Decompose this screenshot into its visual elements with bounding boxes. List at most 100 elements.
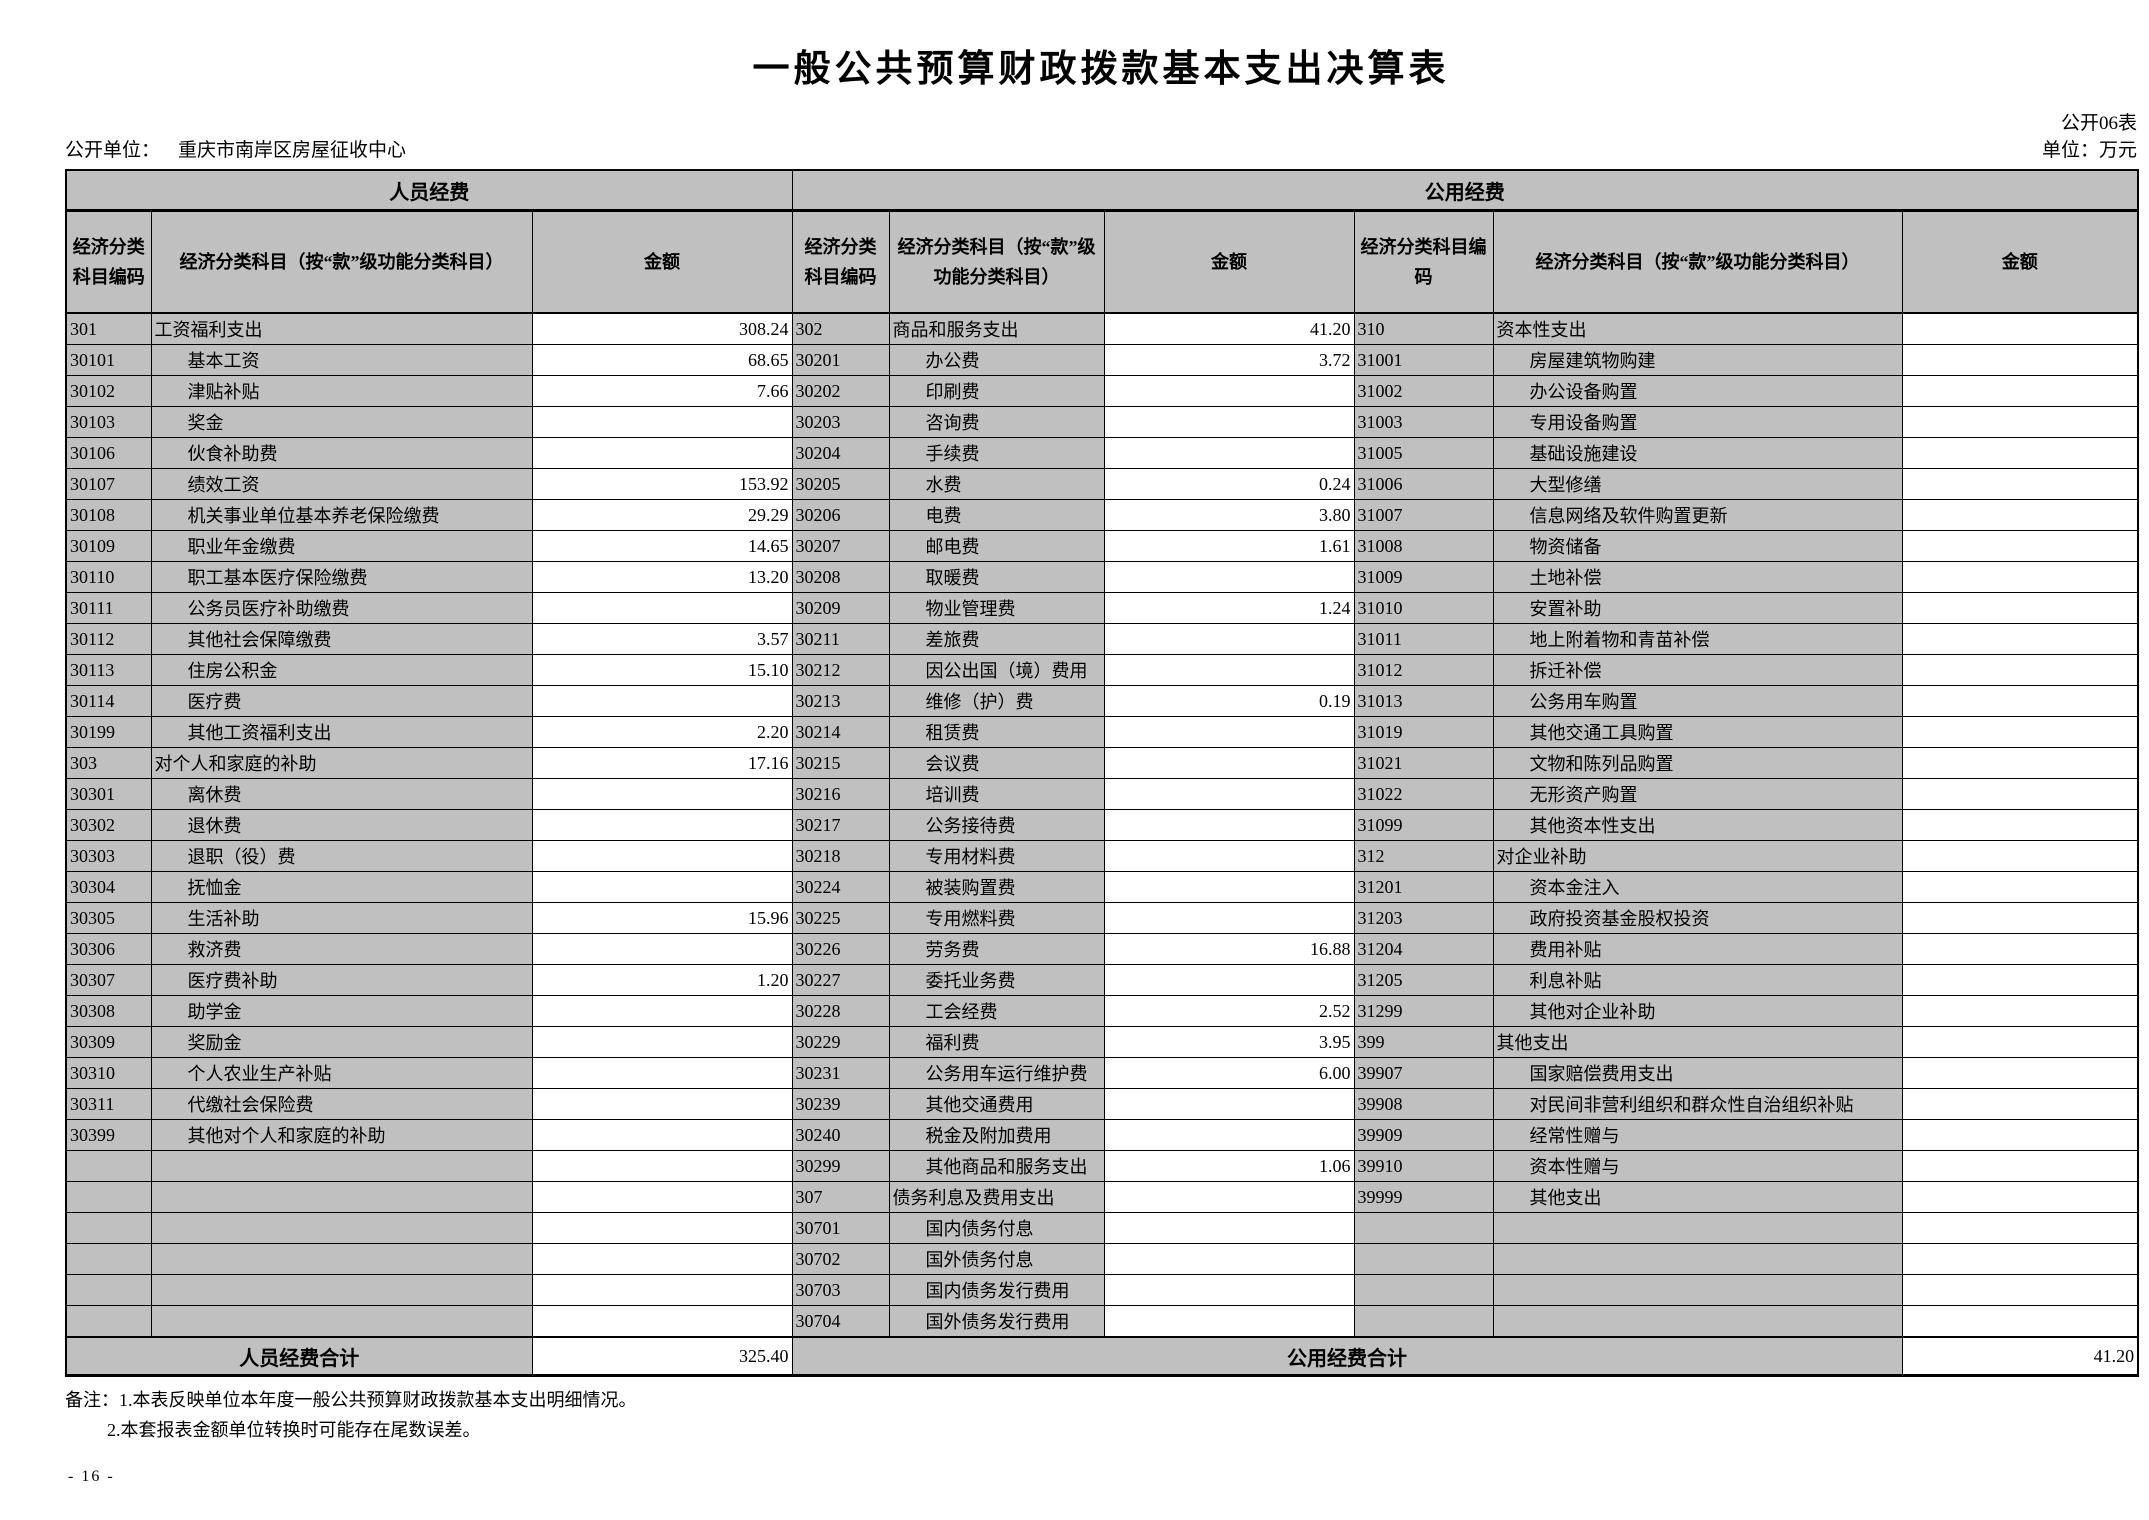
amount-cell: 68.65	[531, 344, 793, 376]
economic-code-cell: 31003	[1353, 406, 1494, 438]
economic-subject-cell: 生活补助	[150, 902, 533, 934]
amount-cell	[1103, 716, 1355, 748]
amount-cell	[1103, 902, 1355, 934]
economic-code-cell	[65, 1150, 152, 1182]
economic-subject-cell: 福利费	[888, 1026, 1105, 1058]
economic-subject-cell: 债务利息及费用支出	[888, 1181, 1105, 1213]
table-row: 30703 国内债务发行费用	[65, 1274, 2139, 1306]
economic-code-cell: 31204	[1353, 933, 1494, 965]
table-row: 30101 基本工资 68.65 30201 办公费 3.72 31001 房屋建筑物购建	[65, 344, 2139, 376]
table-row: 30109 职业年金缴费 14.65 30207 邮电费 1.61 31008 物资储备	[65, 530, 2139, 562]
amount-cell: 16.88	[1103, 933, 1355, 965]
column-header-row: 经济分类科目编码 经济分类科目（按“款”级功能分类科目） 金额 经济分类科目编码…	[65, 210, 2139, 314]
economic-subject-cell: 其他资本性支出	[1492, 809, 1903, 841]
economic-subject-cell: 伙食补助费	[150, 437, 533, 469]
amount-cell	[1901, 871, 2139, 903]
economic-code-cell: 31008	[1353, 530, 1494, 562]
table-row: 30304 抚恤金 30224 被装购置费 31201 资本金注入	[65, 871, 2139, 903]
amount-cell	[1103, 1119, 1355, 1151]
economic-code-cell	[1353, 1212, 1494, 1244]
amount-cell: 0.24	[1103, 468, 1355, 500]
amount-cell	[1901, 468, 2139, 500]
economic-code-cell: 30215	[791, 747, 890, 779]
economic-code-cell: 30214	[791, 716, 890, 748]
amount-cell	[531, 406, 793, 438]
table-code: 公开06表	[2060, 113, 2137, 134]
amount-cell: 1.61	[1103, 530, 1355, 562]
amount-cell	[1901, 1305, 2139, 1338]
unit-of-measure: 单位：万元	[2041, 140, 2137, 161]
amount-cell	[531, 995, 793, 1027]
economic-subject-cell: 工资福利支出	[150, 312, 533, 345]
amount-cell	[1901, 1243, 2139, 1275]
amount-cell	[531, 1088, 793, 1120]
economic-code-cell: 30208	[791, 561, 890, 593]
amount-cell	[1103, 809, 1355, 841]
economic-subject-cell: 物资储备	[1492, 530, 1903, 562]
economic-subject-cell: 其他支出	[1492, 1026, 1903, 1058]
economic-subject-cell: 职工基本医疗保险缴费	[150, 561, 533, 593]
economic-code-cell: 303	[65, 747, 152, 779]
amount-cell	[531, 437, 793, 469]
economic-code-cell	[65, 1243, 152, 1275]
economic-subject-cell: 退休费	[150, 809, 533, 841]
economic-code-cell: 30399	[65, 1119, 152, 1151]
amount-cell	[1103, 840, 1355, 872]
col-header-amount-2: 金额	[1103, 210, 1355, 314]
economic-code-cell: 30114	[65, 685, 152, 717]
amount-cell	[531, 871, 793, 903]
economic-code-cell: 30204	[791, 437, 890, 469]
amount-cell	[1103, 1305, 1355, 1338]
amount-cell	[1901, 623, 2139, 655]
totals-row: 人员经费合计 325.40 公用经费合计 41.20	[65, 1336, 2139, 1377]
table-row: 30112 其他社会保障缴费 3.57 30211 差旅费 31011 地上附着物和青苗补偿	[65, 623, 2139, 655]
economic-subject-cell: 维修（护）费	[888, 685, 1105, 717]
table-row: 307 债务利息及费用支出 39999 其他支出	[65, 1181, 2139, 1213]
economic-code-cell: 30218	[791, 840, 890, 872]
amount-cell	[1901, 344, 2139, 376]
amount-cell	[531, 1305, 793, 1338]
economic-subject-cell: 被装购置费	[888, 871, 1105, 903]
economic-subject-cell: 大型修缮	[1492, 468, 1903, 500]
amount-cell	[531, 1181, 793, 1213]
economic-code-cell: 31201	[1353, 871, 1494, 903]
economic-code-cell: 30703	[791, 1274, 890, 1306]
table-row: 30704 国外债务发行费用	[65, 1305, 2139, 1338]
economic-subject-cell: 会议费	[888, 747, 1105, 779]
economic-code-cell: 307	[791, 1181, 890, 1213]
economic-subject-cell: 住房公积金	[150, 654, 533, 686]
amount-cell	[1103, 747, 1355, 779]
economic-code-cell: 30704	[791, 1305, 890, 1338]
amount-cell	[1901, 840, 2139, 872]
economic-code-cell: 31005	[1353, 437, 1494, 469]
economic-code-cell: 30226	[791, 933, 890, 965]
economic-subject-cell	[1492, 1274, 1903, 1306]
col-header-subject-1: 经济分类科目（按“款”级功能分类科目）	[150, 210, 533, 314]
economic-code-cell: 31203	[1353, 902, 1494, 934]
amount-cell	[1103, 778, 1355, 810]
amount-cell	[1103, 871, 1355, 903]
economic-subject-cell: 文物和陈列品购置	[1492, 747, 1903, 779]
economic-subject-cell: 公务用车购置	[1492, 685, 1903, 717]
amount-cell: 3.57	[531, 623, 793, 655]
economic-subject-cell: 经常性赠与	[1492, 1119, 1903, 1151]
amount-cell	[1103, 1181, 1355, 1213]
amount-cell	[1901, 1057, 2139, 1089]
group-header-personnel: 人员经费	[65, 169, 793, 212]
table-row: 301 工资福利支出 308.24 302 商品和服务支出 41.20 310 资本性支出	[65, 312, 2139, 345]
amount-cell	[531, 1057, 793, 1089]
economic-code-cell: 39907	[1353, 1057, 1494, 1089]
amount-cell	[1901, 685, 2139, 717]
table-row: 30301 离休费 30216 培训费 31022 无形资产购置	[65, 778, 2139, 810]
economic-code-cell: 30201	[791, 344, 890, 376]
economic-code-cell: 30209	[791, 592, 890, 624]
amount-cell	[531, 1212, 793, 1244]
amount-cell: 2.20	[531, 716, 793, 748]
economic-subject-cell: 其他交通费用	[888, 1088, 1105, 1120]
economic-subject-cell: 离休费	[150, 778, 533, 810]
economic-subject-cell: 资本性支出	[1492, 312, 1903, 345]
economic-subject-cell: 无形资产购置	[1492, 778, 1903, 810]
document-sheet: 一般公共预算财政拨款基本支出决算表 公开06表 公开单位： 重庆市南岸区房屋征收中…	[65, 0, 2140, 1445]
economic-subject-cell: 公务用车运行维护费	[888, 1057, 1105, 1089]
economic-code-cell: 30207	[791, 530, 890, 562]
